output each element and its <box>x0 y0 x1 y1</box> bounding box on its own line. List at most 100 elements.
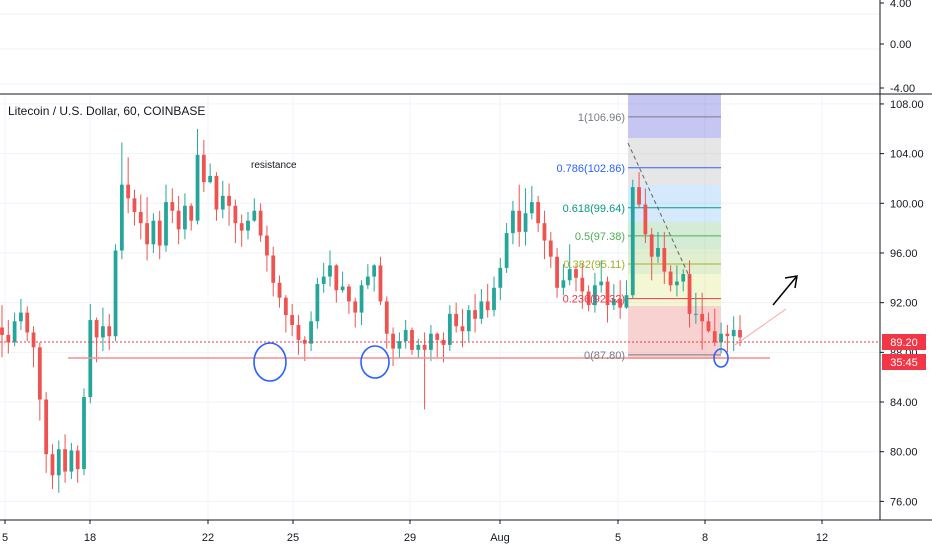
candle <box>618 280 623 319</box>
candle-body <box>56 449 61 476</box>
candle <box>555 248 559 298</box>
candle-body <box>19 312 23 322</box>
candle <box>265 225 269 272</box>
candle-body <box>693 313 698 315</box>
candle-body <box>101 326 105 338</box>
candle-body <box>50 454 55 476</box>
candle <box>75 445 80 483</box>
candle-body <box>561 280 566 288</box>
candle <box>233 199 238 244</box>
candle <box>397 332 402 359</box>
candle <box>498 257 503 301</box>
candle-body <box>536 202 541 224</box>
candle-body <box>384 301 389 334</box>
candle-body <box>164 202 168 246</box>
support-circle-3[interactable] <box>713 348 729 368</box>
candle <box>731 316 736 352</box>
candle <box>50 444 55 489</box>
candle-body <box>687 274 692 314</box>
candle-body <box>157 220 162 246</box>
candle-body <box>0 327 4 335</box>
candle <box>410 327 414 355</box>
candle <box>113 244 118 342</box>
candle <box>220 180 225 219</box>
candle-body <box>340 286 345 291</box>
time-tick-label: 8 <box>702 532 708 544</box>
candle-body <box>498 267 503 288</box>
countdown-label: 35:45 <box>890 357 918 369</box>
candle-body <box>410 329 414 350</box>
candle <box>340 271 345 293</box>
candle <box>529 185 534 220</box>
support-circle-2[interactable] <box>360 345 390 379</box>
candle <box>567 244 572 286</box>
time-tick-label: 25 <box>287 532 299 544</box>
candle <box>460 308 465 348</box>
candle <box>416 338 421 359</box>
candle <box>82 388 86 476</box>
candle-body <box>315 284 320 322</box>
candle <box>151 213 156 253</box>
candle <box>176 195 181 245</box>
candle <box>454 302 459 333</box>
candle-body <box>12 321 17 343</box>
oscillator-pane <box>0 0 932 94</box>
price-tick-label: 104.00 <box>890 149 924 161</box>
oscillator-tick-label: 0.00 <box>890 39 911 51</box>
candle-body <box>37 347 42 400</box>
candle <box>164 184 168 252</box>
candle-body <box>328 265 332 277</box>
candle <box>189 203 194 231</box>
candle <box>517 184 522 247</box>
candle-body <box>599 281 604 286</box>
candle <box>359 280 364 326</box>
fib-level-label: 0.786(102.86) <box>557 163 626 175</box>
candle-body <box>334 265 339 291</box>
candle-body <box>511 210 515 234</box>
up-arrow-icon[interactable] <box>772 275 798 306</box>
candle <box>25 306 30 342</box>
candle-body <box>403 329 408 342</box>
candle <box>637 172 641 208</box>
candle <box>0 305 4 358</box>
candle <box>649 228 654 281</box>
candle-body <box>429 333 433 350</box>
candle <box>504 223 509 273</box>
candle-body <box>359 285 364 313</box>
fib-trend-line <box>627 142 691 279</box>
candle-body <box>63 449 67 472</box>
candle-body <box>700 313 705 322</box>
candle <box>422 332 427 410</box>
candle <box>391 327 395 366</box>
candle-body <box>126 184 131 199</box>
price-tick-label: 84.00 <box>890 397 918 409</box>
candle-body <box>44 399 49 455</box>
candle <box>593 272 597 313</box>
price-tick-label: 76.00 <box>890 496 918 508</box>
candle <box>138 194 143 240</box>
annotation-resistance: resistance <box>251 160 297 171</box>
candle-body <box>94 320 99 338</box>
candle <box>611 284 616 311</box>
support-circle-1[interactable] <box>253 342 287 382</box>
candle-body <box>441 339 446 345</box>
price-tick-label: 108.00 <box>890 99 924 111</box>
candle-body <box>195 154 200 221</box>
candle <box>63 434 67 483</box>
candle <box>208 163 213 184</box>
candle-body <box>271 255 276 283</box>
candle <box>681 269 686 292</box>
candle-body <box>283 297 288 316</box>
candles <box>0 128 742 493</box>
candle-body <box>208 175 213 183</box>
candle <box>668 265 673 292</box>
candle <box>353 297 358 328</box>
candle <box>542 210 547 260</box>
candle-body <box>731 329 736 337</box>
candle <box>706 312 711 333</box>
candle-body <box>643 204 648 235</box>
candle-body <box>391 333 395 349</box>
candle <box>277 275 282 308</box>
candle <box>290 303 295 337</box>
